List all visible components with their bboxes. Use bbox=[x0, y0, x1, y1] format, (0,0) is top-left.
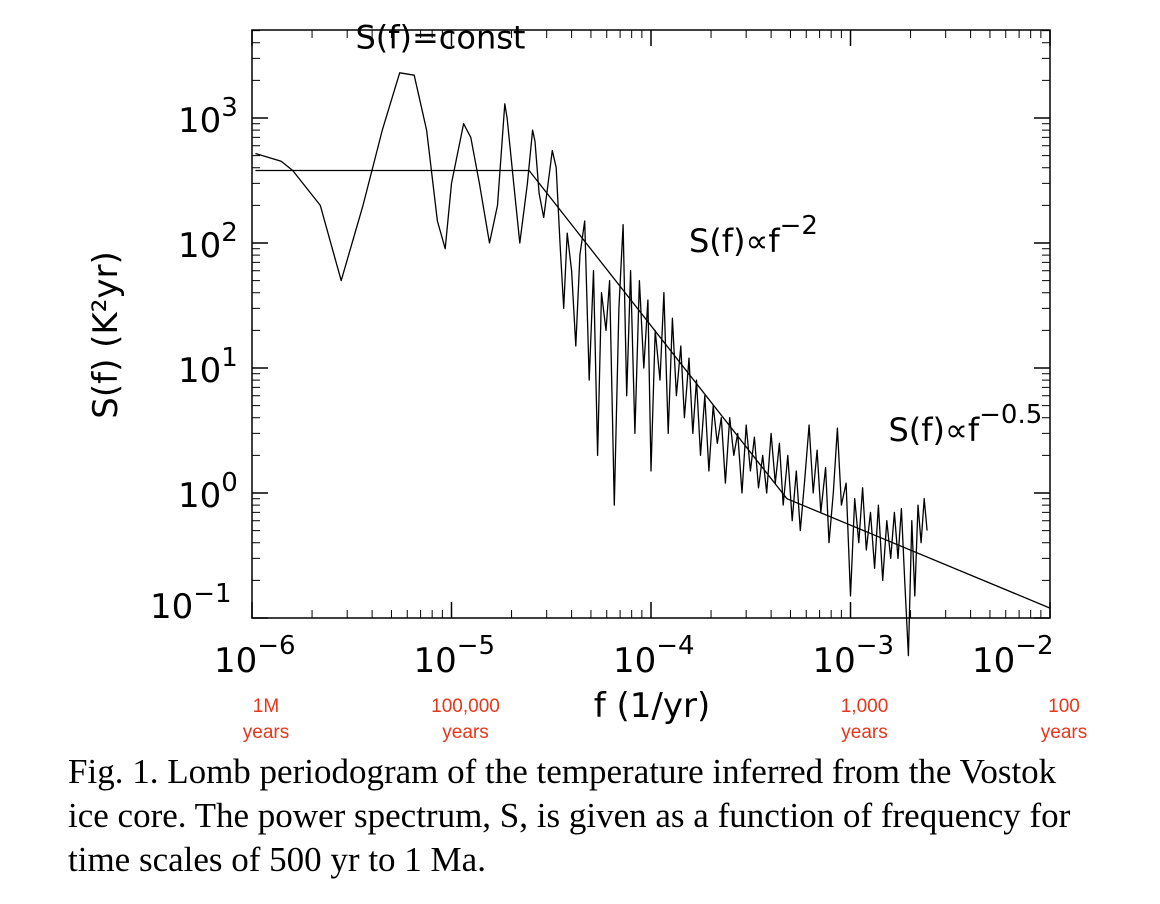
x-axis-title: f (1/yr) bbox=[594, 686, 711, 726]
period-label-unit: years bbox=[841, 722, 887, 743]
annotation-label: S(f)=const bbox=[355, 18, 525, 56]
plot-frame bbox=[251, 29, 1051, 619]
series-lines bbox=[255, 72, 1051, 657]
series-line-spectrum bbox=[255, 72, 928, 657]
period-label-unit: years bbox=[442, 722, 488, 743]
minor-ticks bbox=[252, 30, 1050, 618]
period-label-unit: years bbox=[1041, 722, 1087, 743]
figure-caption: Fig. 1. Lomb periodogram of the temperat… bbox=[68, 752, 1071, 879]
x-tick-label: 10−5 bbox=[414, 631, 496, 681]
series-line-fit bbox=[255, 169, 1051, 609]
y-tick-label: 10−1 bbox=[150, 579, 232, 627]
y-axis-title: S(f) (K²yr) bbox=[86, 251, 126, 418]
major-ticks bbox=[251, 30, 1051, 619]
y-tick-label: 103 bbox=[178, 93, 238, 141]
period-label: 100,000 bbox=[431, 696, 500, 717]
y-tick-label: 100 bbox=[178, 468, 238, 516]
period-labels: 1M years 100,000 years 1,000 years 100 years bbox=[243, 696, 1087, 743]
x-tick-label: 10−4 bbox=[613, 631, 695, 681]
x-tick-label: 10−6 bbox=[214, 631, 296, 681]
annotation-label: S(f)∝f−2 bbox=[689, 211, 818, 260]
period-label: 1M bbox=[253, 696, 279, 717]
x-tick-label: 10−2 bbox=[972, 631, 1054, 681]
y-tick-labels: 103 102 101 100 10−1 bbox=[150, 93, 238, 627]
x-tick-labels: 10−6 10−5 10−4 10−3 10−2 bbox=[214, 631, 1054, 681]
x-tick-label: 10−3 bbox=[813, 631, 895, 681]
period-label-unit: years bbox=[243, 722, 289, 743]
annotations: S(f)=const S(f)∝f−2 S(f)∝f−0.5 bbox=[355, 18, 1042, 449]
period-label: 1,000 bbox=[841, 696, 889, 717]
period-label: 100 bbox=[1048, 696, 1080, 717]
annotation-label: S(f)∝f−0.5 bbox=[888, 400, 1042, 449]
y-tick-label: 101 bbox=[178, 343, 238, 391]
y-tick-label: 102 bbox=[178, 218, 238, 266]
